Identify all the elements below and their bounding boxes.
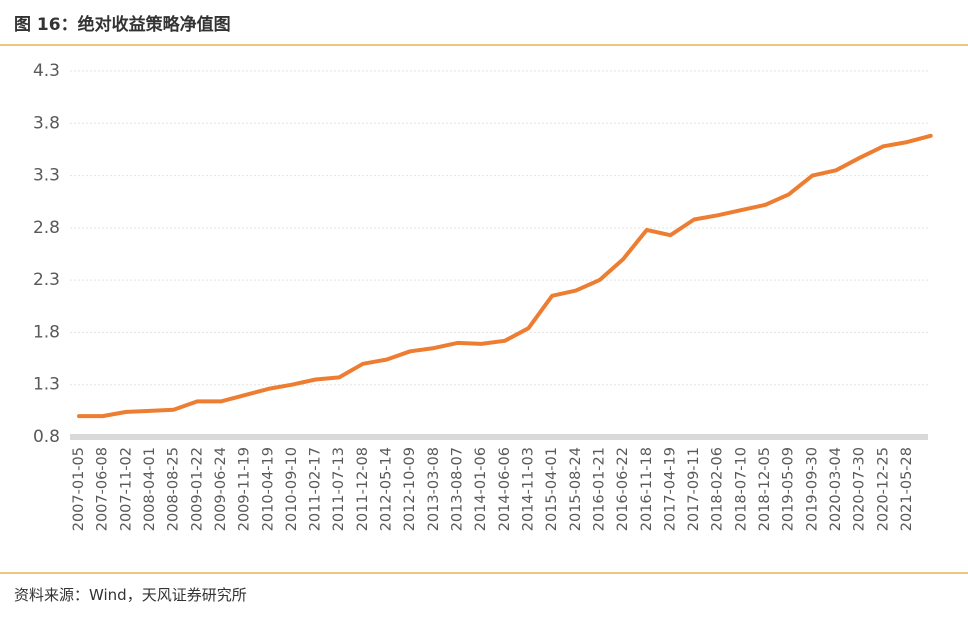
x-tick-label: 2009-01-22	[189, 447, 205, 531]
x-tick-label: 2015-04-01	[544, 447, 560, 531]
y-tick-label: 1.8	[33, 322, 60, 342]
x-tick-label: 2009-06-24	[213, 447, 229, 531]
x-tick-label: 2017-09-11	[686, 447, 702, 531]
y-tick-label: 0.8	[33, 427, 60, 447]
x-tick-label: 2018-02-06	[710, 447, 726, 531]
x-tick-label: 2008-08-25	[166, 447, 182, 531]
x-tick-label: 2014-06-06	[497, 447, 513, 531]
x-tick-label: 2017-04-19	[662, 447, 678, 531]
x-tick-label: 2011-12-08	[355, 447, 371, 531]
y-tick-label: 3.3	[33, 166, 60, 186]
x-tick-label: 2009-11-19	[237, 447, 253, 531]
x-tick-label: 2016-06-22	[615, 447, 631, 531]
x-tick-label: 2019-05-09	[781, 447, 797, 531]
x-tick-label: 2007-11-02	[118, 447, 134, 531]
x-tick-label: 2018-12-05	[757, 447, 773, 531]
x-tick-label: 2018-07-10	[733, 447, 749, 531]
series-line	[77, 133, 933, 419]
x-tick-label: 2016-01-21	[591, 447, 607, 531]
x-tick-label: 2008-04-01	[142, 447, 158, 531]
x-tick-label: 2020-07-30	[852, 447, 868, 531]
x-tick-label: 2013-08-07	[450, 447, 466, 531]
chart-title: 图 16：绝对收益策略净值图	[14, 14, 231, 35]
x-tick-label: 2011-07-13	[331, 447, 347, 531]
y-tick-label: 3.8	[33, 113, 60, 133]
x-tick-label: 2010-04-19	[260, 447, 276, 531]
x-tick-label: 2012-05-14	[379, 447, 395, 531]
x-tick-label: 2011-02-17	[308, 447, 324, 531]
x-tick-label: 2014-11-03	[520, 447, 536, 531]
y-tick-label: 4.3	[33, 61, 60, 81]
x-tick-label: 2012-10-09	[402, 447, 418, 531]
x-tick-label: 2019-09-30	[804, 447, 820, 531]
x-tick-label: 2014-01-06	[473, 447, 489, 531]
y-tick-label: 2.8	[33, 218, 60, 238]
x-tick-label: 2007-01-05	[71, 447, 87, 531]
y-tick-label: 1.3	[33, 375, 60, 395]
x-tick-label: 2021-05-28	[899, 447, 915, 531]
x-tick-label: 2015-08-24	[568, 447, 584, 531]
x-tick-label: 2020-12-25	[875, 447, 891, 531]
x-tick-label: 2007-06-08	[95, 447, 111, 531]
source-note: 资料来源：Wind，天风证券研究所	[14, 586, 247, 604]
y-tick-label: 2.3	[33, 270, 60, 290]
x-tick-label: 2016-11-18	[639, 447, 655, 531]
x-tick-label: 2010-09-10	[284, 447, 300, 531]
x-tick-label: 2020-03-04	[828, 447, 844, 531]
x-tick-label: 2013-03-08	[426, 447, 442, 531]
